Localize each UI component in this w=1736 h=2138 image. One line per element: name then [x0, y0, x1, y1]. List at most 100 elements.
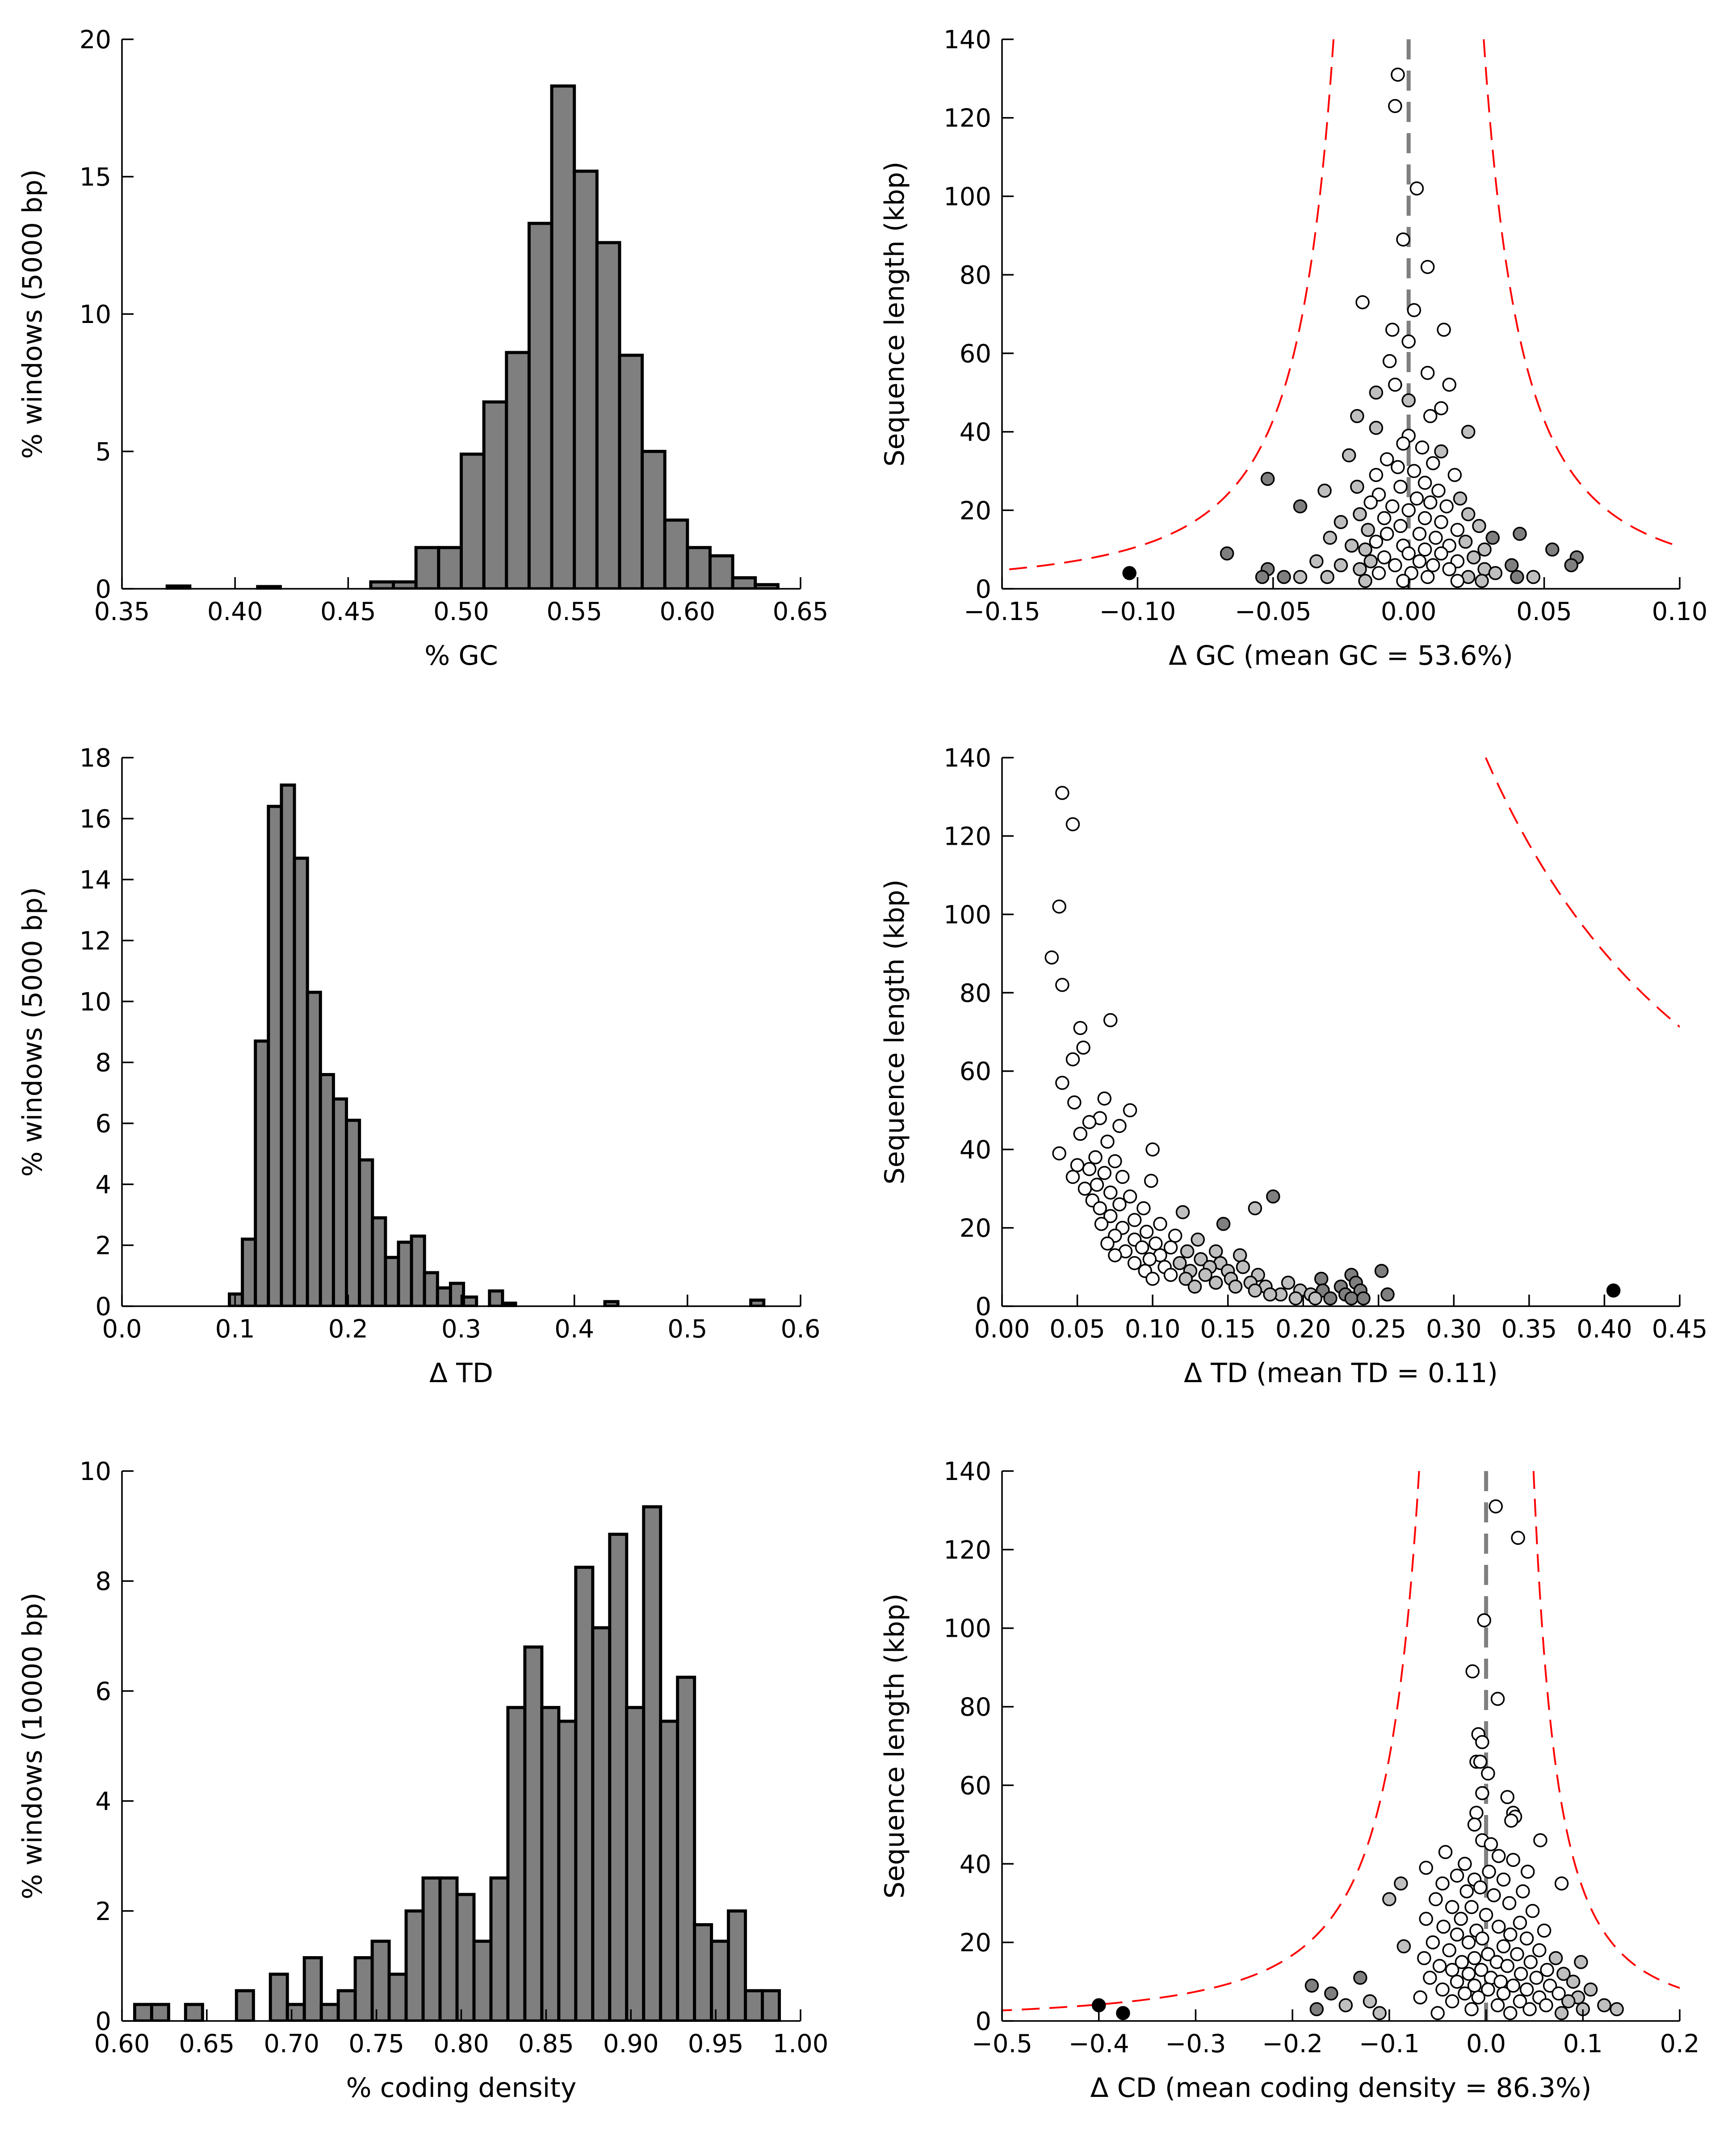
scatter-point — [1377, 511, 1392, 525]
scatter-point — [1355, 295, 1370, 310]
scatter-point — [1419, 1912, 1433, 1926]
histogram-bar — [404, 1909, 425, 2022]
histogram-bar — [369, 580, 395, 590]
y-tick-label: 20 — [80, 25, 111, 54]
y-tick-label: 12 — [80, 926, 111, 956]
threshold-curve-left — [1002, 39, 1335, 571]
y-tick-label: 40 — [960, 1850, 991, 1879]
scatter-point — [1116, 2006, 1130, 2021]
y-tick-label: 4 — [95, 1170, 111, 1199]
scatter-point — [1187, 1279, 1202, 1294]
histogram-bar — [761, 1989, 781, 2022]
x-tick-label: −0.2 — [1262, 2029, 1323, 2058]
y-tick-label: 6 — [95, 1110, 111, 1139]
histogram-bar — [482, 400, 508, 590]
scatter-point — [1281, 1275, 1296, 1290]
scatter-point — [1551, 1986, 1566, 2001]
scatter-point — [1475, 574, 1489, 588]
scatter-point — [1407, 303, 1422, 317]
scatter-point — [1481, 1766, 1495, 1781]
scatter-point — [1439, 499, 1454, 514]
scatter-point — [1065, 817, 1080, 831]
x-tick-label: 0.60 — [94, 2029, 150, 2058]
scatter-point — [1432, 1959, 1447, 1973]
histogram-bar — [302, 1956, 323, 2022]
scatter-point — [1461, 424, 1476, 439]
histogram-bar — [319, 1073, 335, 1307]
scatter-point — [1144, 1174, 1158, 1188]
plot-area — [1484, 757, 1680, 1028]
y-tick-label: 20 — [960, 1928, 991, 1958]
panel-scatter-td: 0.00 0.05 0.10 0.15 0.20 0.25 0.30 0.35 0.40 0.45… — [879, 744, 1707, 1389]
scatter-point — [1409, 181, 1424, 196]
scatter-point — [1374, 1264, 1389, 1278]
x-tick-label: 0.60 — [659, 597, 715, 626]
scatter-point — [1491, 1849, 1506, 1863]
scatter-point — [1314, 1271, 1329, 1286]
histogram-bar — [574, 1565, 595, 2022]
scatter-point — [1493, 1975, 1508, 1989]
x-tick-label: 0.1 — [1563, 2029, 1603, 2058]
x-tick-label: 0.70 — [264, 2029, 319, 2058]
scatter-point — [1358, 574, 1372, 588]
scatter-point — [1417, 542, 1432, 557]
histogram-bar — [184, 2003, 204, 2022]
histogram-bar — [527, 222, 554, 590]
scatter-point — [1088, 1150, 1103, 1165]
scatter-point — [1510, 1947, 1524, 1962]
scatter-point — [1461, 507, 1476, 521]
y-tick-label: 16 — [80, 805, 111, 834]
x-axis-label: % GC — [424, 640, 498, 671]
scatter-point — [1385, 499, 1400, 514]
scatter-point — [1263, 1287, 1277, 1302]
scatter-point — [1610, 2002, 1624, 2016]
scatter-point — [1417, 1951, 1431, 1966]
y-tick-label: 0 — [975, 575, 991, 604]
scatter-point — [1094, 1217, 1109, 1231]
histogram-bar — [228, 1292, 244, 1307]
scatter-point — [1396, 574, 1410, 588]
y-tick-label: 0 — [975, 2007, 991, 2036]
x-tick-label: 0.6 — [780, 1315, 820, 1344]
scatter-point — [1445, 1962, 1459, 1977]
scatter-point — [1537, 1924, 1551, 1938]
plot-area — [133, 1505, 781, 2022]
scatter-point — [1055, 786, 1069, 800]
scatter-point — [1504, 1813, 1518, 1828]
scatter-point — [1309, 2002, 1324, 2016]
scatter-point — [1597, 1998, 1611, 2012]
scatter-point — [1445, 1994, 1459, 2008]
scatter-point — [1467, 550, 1481, 565]
scatter-point — [1429, 1892, 1443, 1907]
scatter-point — [1566, 1975, 1581, 1989]
scatter-point — [1353, 507, 1367, 521]
scatter-point — [1145, 1142, 1160, 1157]
histogram-bar — [421, 1876, 442, 2022]
scatter-point — [1503, 2006, 1518, 2021]
scatter-point — [1471, 1990, 1485, 2004]
x-tick-label: 0.45 — [320, 597, 376, 626]
scatter-point — [1540, 1962, 1554, 1977]
scatter-point — [1173, 1256, 1187, 1270]
histogram-bar — [488, 1289, 504, 1307]
x-tick-label: 0.35 — [94, 597, 150, 626]
histogram-bar — [591, 1626, 612, 2022]
histogram-bar — [727, 1909, 747, 2022]
scatter-point — [1420, 570, 1435, 584]
panel-hist-gc: 0.35 0.40 0.45 0.50 0.55 0.60 0.65 0 5 10 15 20 % GC… — [17, 25, 828, 671]
histogram-bar — [676, 1676, 696, 2022]
y-tick-label: 18 — [80, 744, 111, 773]
scatter-point — [1401, 334, 1416, 349]
panel-scatter-gc: −0.15 −0.10 −0.05 0.00 0.05 0.10 0 20 40 60 80 100 1… — [879, 25, 1707, 671]
scatter-point — [1396, 1939, 1411, 1954]
scatter-point — [1513, 1994, 1527, 2008]
scatter-point — [1519, 1931, 1534, 1946]
scatter-point — [1168, 1228, 1182, 1243]
y-tick-label: 20 — [960, 1214, 991, 1243]
y-tick-label: 0 — [95, 575, 111, 604]
histogram-bar — [241, 1237, 257, 1307]
scatter-point — [1363, 1994, 1377, 2008]
histogram-bar — [306, 990, 322, 1307]
scatter-point — [1052, 1146, 1066, 1161]
scatter-point — [1100, 1134, 1115, 1149]
